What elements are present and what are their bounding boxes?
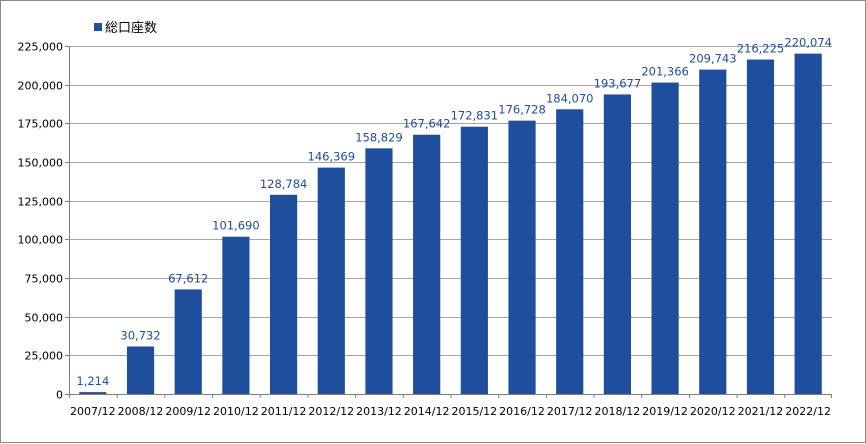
x-tick-label: 2019/12 xyxy=(642,405,688,418)
bar xyxy=(556,109,584,395)
data-label: 158,829 xyxy=(355,130,403,144)
data-label: 101,690 xyxy=(212,219,260,233)
bar xyxy=(79,392,107,394)
x-tick-label: 2007/12 xyxy=(70,405,116,418)
data-label: 216,225 xyxy=(737,42,785,56)
x-tick-label: 2021/12 xyxy=(738,405,784,418)
data-label: 193,677 xyxy=(594,76,642,90)
data-label: 184,070 xyxy=(546,91,594,105)
y-tick-label: 100,000 xyxy=(18,234,64,247)
legend-label: 総口座数 xyxy=(105,21,157,36)
bar xyxy=(270,194,298,394)
x-tick-label: 2014/12 xyxy=(404,405,450,418)
x-tick-label: 2011/12 xyxy=(261,405,307,418)
x-tick-label: 2009/12 xyxy=(165,405,211,418)
data-label: 220,074 xyxy=(784,36,832,50)
bar xyxy=(699,69,727,394)
y-tick-label: 0 xyxy=(56,389,63,402)
x-tick-label: 2018/12 xyxy=(595,405,641,418)
y-tick-label: 125,000 xyxy=(18,196,64,209)
data-label: 30,732 xyxy=(120,328,160,342)
bar xyxy=(746,59,775,395)
y-tick-label: 200,000 xyxy=(18,80,64,93)
legend: 総口座数 xyxy=(94,21,157,36)
y-tick-label: 75,000 xyxy=(25,273,64,286)
bar xyxy=(222,236,250,394)
bars xyxy=(79,53,822,395)
bar xyxy=(651,82,679,394)
bar xyxy=(460,126,488,395)
x-tick-label: 2017/12 xyxy=(547,405,593,418)
y-tick-label: 225,000 xyxy=(18,41,64,54)
x-tick-label: 2022/12 xyxy=(785,405,831,418)
x-axis: 2007/12 2008/12 2009/12 2010/12 2011/12 2012/… xyxy=(69,394,832,418)
y-tick-label: 150,000 xyxy=(18,157,64,170)
y-axis: 0 25,000 50,000 75,000 100,000 125,000 150,000… xyxy=(18,41,70,402)
legend-swatch xyxy=(94,23,102,31)
bar xyxy=(365,148,393,394)
x-tick-label: 2015/12 xyxy=(451,405,497,418)
bar xyxy=(794,53,822,394)
bar xyxy=(413,134,441,395)
data-label: 176,728 xyxy=(498,103,546,117)
x-tick-label: 2008/12 xyxy=(118,405,164,418)
bar xyxy=(508,120,536,394)
data-label: 172,831 xyxy=(451,109,499,123)
bar xyxy=(174,289,202,394)
bar xyxy=(126,346,155,394)
y-tick-label: 25,000 xyxy=(25,350,64,363)
x-tick-label: 2013/12 xyxy=(356,405,402,418)
data-label: 146,369 xyxy=(308,150,356,164)
y-tick-label: 175,000 xyxy=(18,118,64,131)
bar xyxy=(317,167,345,394)
data-label: 1,214 xyxy=(76,374,109,388)
bar xyxy=(603,94,631,395)
data-label: 128,784 xyxy=(260,177,308,191)
x-tick-label: 2010/12 xyxy=(213,405,259,418)
data-label: 201,366 xyxy=(641,65,689,79)
x-tick-label: 2020/12 xyxy=(690,405,736,418)
x-tick-label: 2016/12 xyxy=(499,405,545,418)
x-tick-label: 2012/12 xyxy=(308,405,354,418)
y-tick-label: 50,000 xyxy=(25,312,64,325)
data-label: 167,642 xyxy=(403,117,451,131)
data-label: 209,743 xyxy=(689,52,737,66)
data-label: 67,612 xyxy=(168,271,208,285)
